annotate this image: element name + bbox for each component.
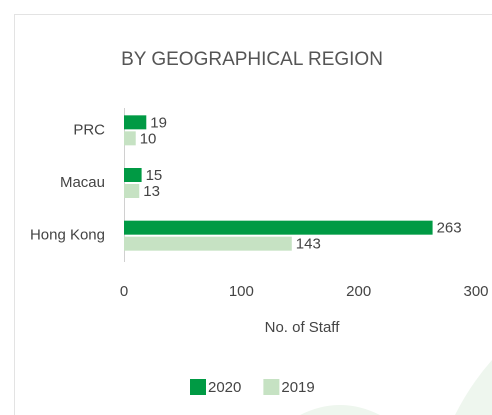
data-label: 263 bbox=[437, 220, 462, 237]
data-label: 143 bbox=[296, 236, 321, 253]
legend-swatch bbox=[190, 379, 206, 395]
decor bbox=[300, 405, 380, 415]
data-label: 19 bbox=[150, 114, 167, 131]
y-tick-label: Hong Kong bbox=[30, 227, 105, 244]
legend-swatch bbox=[263, 379, 280, 395]
decor bbox=[455, 360, 492, 415]
x-tick-label: 300 bbox=[463, 283, 488, 300]
legend-label: 2019 bbox=[281, 379, 314, 396]
bar bbox=[124, 115, 147, 130]
y-tick-label: PRC bbox=[73, 121, 105, 138]
bar bbox=[124, 220, 433, 235]
x-tick-label: 200 bbox=[346, 283, 371, 300]
chart-title: BY GEOGRAPHICAL REGION bbox=[121, 49, 383, 70]
bar bbox=[124, 236, 292, 251]
bar bbox=[124, 184, 140, 198]
x-tick-label: 0 bbox=[120, 283, 128, 300]
x-tick-label: 100 bbox=[229, 283, 254, 300]
data-label: 15 bbox=[146, 167, 163, 184]
y-tick-label: Macau bbox=[60, 174, 105, 191]
legend-label: 2020 bbox=[208, 379, 241, 396]
bar bbox=[124, 131, 136, 146]
x-axis-label: No. of Staff bbox=[265, 319, 341, 336]
bar bbox=[124, 168, 142, 182]
data-label: 10 bbox=[140, 130, 157, 147]
data-label: 13 bbox=[143, 183, 160, 200]
card bbox=[14, 14, 492, 415]
